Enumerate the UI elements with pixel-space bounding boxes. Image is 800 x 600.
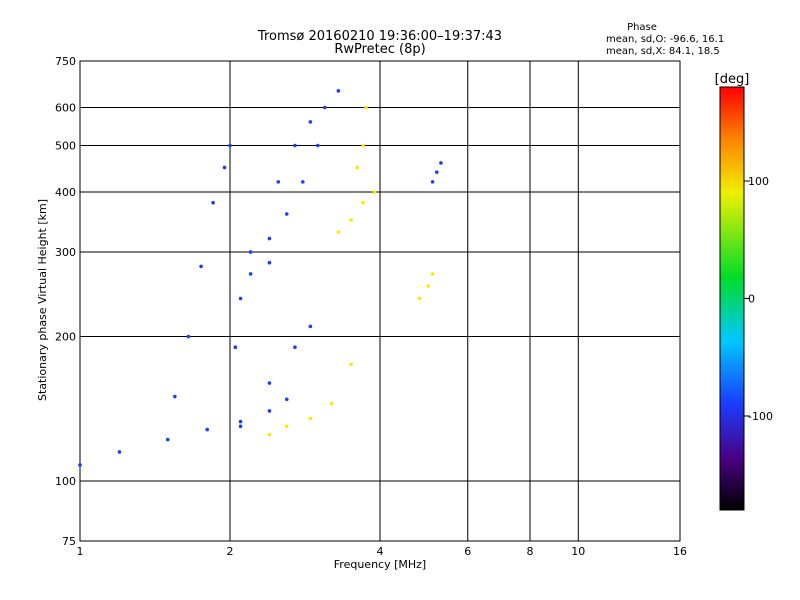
data-point <box>301 180 305 184</box>
data-point <box>267 381 272 385</box>
data-point <box>372 190 377 194</box>
colorbar-tick-label: 0 <box>748 293 755 306</box>
data-point <box>308 416 313 421</box>
y-tick-label: 600 <box>55 102 76 115</box>
data-point <box>238 296 243 301</box>
x-axis-label: Frequency [MHz] <box>334 558 426 571</box>
data-point <box>361 200 365 205</box>
colorbar-tick-label: 100 <box>748 175 769 188</box>
data-point <box>439 161 443 165</box>
data-point <box>267 236 272 241</box>
y-tick-label: 200 <box>55 331 76 344</box>
data-point <box>430 180 435 184</box>
data-point <box>336 230 341 234</box>
data-point <box>336 89 341 93</box>
data-point <box>186 334 191 339</box>
x-tick-label: 2 <box>227 545 234 558</box>
stats-line-x: mean, sd,X: 84.1, 18.5 <box>606 46 720 57</box>
data-point <box>323 105 327 110</box>
data-point <box>361 143 365 148</box>
data-points <box>78 89 443 467</box>
y-tick-label: 300 <box>55 246 76 259</box>
data-point <box>293 143 297 148</box>
colorbar-label: [deg] <box>715 72 750 87</box>
data-point <box>355 165 359 170</box>
colorbar-ticks: 100 0 -100 <box>744 175 773 423</box>
data-point <box>248 272 253 276</box>
data-point <box>284 424 289 429</box>
data-point <box>238 424 243 429</box>
data-point <box>233 345 238 350</box>
x-tick-label: 6 <box>464 545 471 558</box>
data-point <box>308 120 313 124</box>
x-tick-labels: 1 2 4 6 8 10 16 <box>77 545 688 558</box>
chart-subtitle: RwPretec (8p) <box>334 42 425 57</box>
data-point <box>199 264 203 269</box>
data-point <box>173 394 177 399</box>
colorbar <box>719 86 745 511</box>
data-point <box>308 324 313 329</box>
y-axis-label: Stationary phase Virtual Height [km] <box>36 199 49 401</box>
data-point <box>267 432 272 437</box>
data-point <box>293 345 297 350</box>
data-point <box>238 419 243 424</box>
x-tick-label: 10 <box>571 545 585 558</box>
x-tick-label: 8 <box>527 545 534 558</box>
y-tick-label: 75 <box>62 535 76 548</box>
y-tick-label: 400 <box>55 186 76 199</box>
y-tick-label: 500 <box>55 140 76 153</box>
data-point <box>430 272 435 276</box>
chart-title: Tromsø 20160210 19:36:00–19:37:43 <box>257 29 502 44</box>
x-tick-label: 1 <box>77 545 84 558</box>
x-tick-label: 16 <box>673 545 687 558</box>
x-tick-label: 4 <box>377 545 384 558</box>
stats-heading: Phase <box>627 22 657 33</box>
data-point <box>222 165 227 170</box>
data-point <box>434 170 439 174</box>
data-point <box>315 143 320 148</box>
data-point <box>228 143 232 148</box>
data-point <box>329 401 334 406</box>
data-point <box>205 427 209 432</box>
data-point <box>364 105 368 110</box>
y-tick-labels: 75 100 200 300 400 500 600 750 <box>55 55 76 548</box>
data-point <box>284 397 289 402</box>
data-point <box>349 362 353 367</box>
colorbar-tick-label: -100 <box>748 410 773 423</box>
y-tick-label: 100 <box>55 475 76 488</box>
data-point <box>426 284 431 288</box>
stats-line-o: mean, sd,O: -96.6, 16.1 <box>606 34 724 45</box>
data-point <box>276 180 281 184</box>
data-point <box>267 409 272 413</box>
data-point <box>248 250 253 254</box>
data-point <box>78 463 82 467</box>
data-point <box>117 450 122 454</box>
data-point <box>267 260 272 265</box>
data-point <box>349 218 353 222</box>
data-point <box>417 296 422 301</box>
data-point <box>165 437 170 442</box>
data-point <box>284 212 289 216</box>
y-tick-label: 750 <box>55 55 76 68</box>
data-point <box>211 200 215 205</box>
grid-lines <box>80 61 680 541</box>
